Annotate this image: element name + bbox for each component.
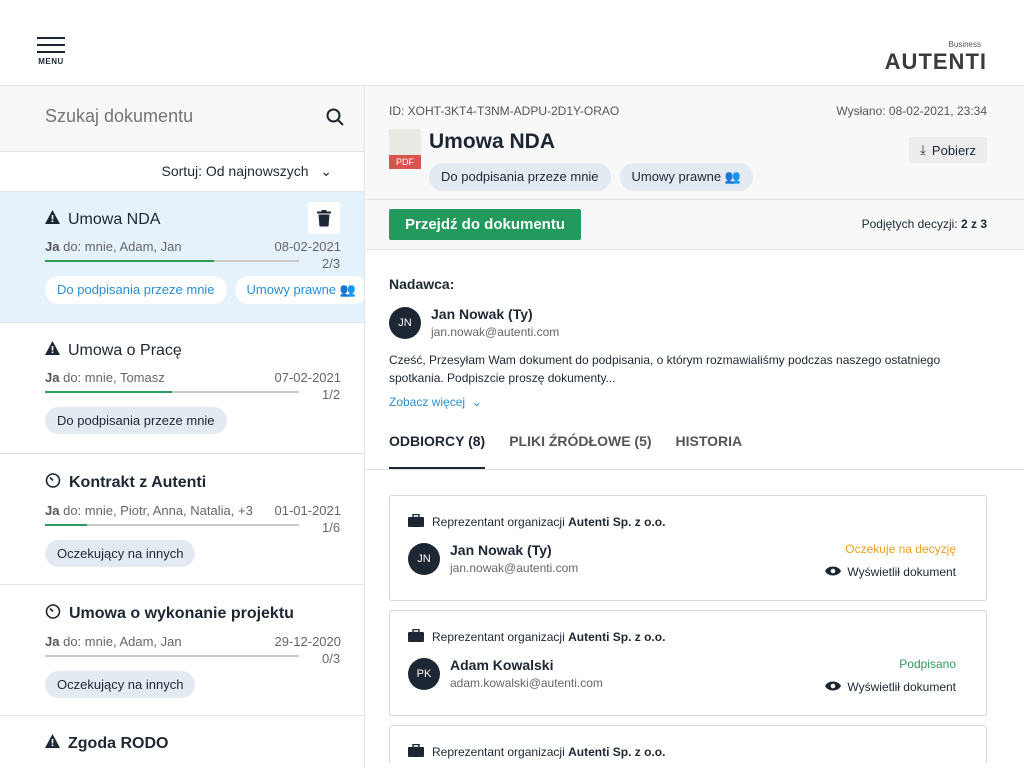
tag-label: Umowy prawne — [631, 169, 722, 184]
sort-dropdown[interactable]: Sortuj: Od najnowszych ⌄ — [0, 152, 364, 192]
document-title: Kontrakt z Autenti — [69, 473, 207, 491]
warning-icon — [45, 341, 60, 360]
document-list-item[interactable]: Zgoda RODO — [0, 716, 364, 768]
sort-label: Sortuj: Od najnowszych — [161, 163, 309, 179]
tag-chip[interactable]: Do podpisania przeze mnie — [45, 407, 227, 434]
tag-chip[interactable]: Do podpisania przeze mnie — [429, 163, 611, 191]
briefcase-icon — [408, 743, 424, 760]
recipient-card: Reprezentant organizacji Autenti Sp. z o… — [389, 495, 987, 601]
progress-count: 1/6 — [322, 520, 341, 535]
decisions-count: Podjętych decyzji: 2 z 3 — [861, 217, 987, 231]
document-title: Umowa o wykonanie projektu — [69, 604, 294, 622]
tab-recipients[interactable]: ODBIORCY (8) — [389, 431, 486, 469]
eye-icon — [825, 565, 842, 579]
document-title: Umowa NDA — [429, 130, 556, 153]
eye-icon — [825, 680, 842, 694]
recipients: Ja do: mnie, Adam, Jan — [45, 239, 182, 254]
warning-icon — [45, 734, 60, 753]
recipient-card: Reprezentant organizacji Autenti Sp. z o… — [389, 610, 987, 716]
autenti-logo: Business AUTENTI — [885, 40, 987, 75]
logo-name: AUTENTI — [884, 49, 987, 74]
recipients: Ja do: mnie, Tomasz — [45, 370, 165, 385]
briefcase-icon — [408, 628, 424, 645]
document-detail: ID: XOHT-3KT4-T3NM-ADPU-2D1Y-ORAO Wysłan… — [366, 86, 1024, 768]
document-list-item[interactable]: Umowa NDA Ja do: mnie, Adam, Jan 08-02-202… — [0, 192, 364, 323]
document-date: 08-02-2021 — [274, 239, 342, 254]
document-title: Umowa o Pracę — [68, 341, 182, 359]
document-list-panel: Sortuj: Od najnowszych ⌄ Umowa NDA Ja do:… — [0, 86, 365, 768]
organization: Reprezentant organizacji Autenti Sp. z o… — [408, 628, 968, 645]
sender-section: Nadawca: JN Jan Nowak (Ty) jan.nowak@aute… — [366, 250, 1024, 411]
progress-bar — [45, 524, 299, 526]
recipient-name: Jan Nowak (Ty) — [450, 542, 552, 558]
tag-chip[interactable]: Oczekujący na innych — [45, 540, 196, 567]
sender-message: Cześć, Przesyłam Wam dokument do podpisa… — [389, 353, 941, 385]
sender-email: jan.nowak@autenti.com — [431, 325, 560, 339]
progress-bar — [45, 260, 299, 262]
timer-icon — [45, 472, 61, 493]
recipient-status: Podpisano — [899, 657, 956, 671]
document-date: 07-02-2021 — [274, 370, 342, 385]
organization: Reprezentant organizacji Autenti Sp. z o… — [408, 743, 968, 760]
delete-button[interactable] — [308, 202, 340, 234]
warning-icon — [45, 210, 60, 229]
document-title: Umowa NDA — [68, 210, 161, 228]
users-icon: 👥 — [724, 169, 741, 184]
document-date: 01-01-2021 — [274, 503, 342, 518]
recipient-name: Adam Kowalski — [450, 657, 554, 673]
download-label: Pobierz — [931, 142, 976, 158]
open-document-button[interactable]: Przejdź do dokumentu — [389, 209, 582, 240]
tab-source-files[interactable]: PLIKI ŹRÓDŁOWE (5) — [509, 433, 652, 449]
timer-icon — [45, 603, 61, 624]
sender-name: Jan Nowak (Ty) — [431, 306, 533, 322]
tag-chip[interactable]: Umowy prawne 👥 — [619, 163, 753, 191]
see-more-link[interactable]: Zobacz więcej ⌄ — [389, 395, 482, 409]
file-type: PDF — [389, 155, 421, 169]
document-list-item[interactable]: Umowa o Pracę Ja do: mnie, Tomasz 07-02-20… — [0, 323, 364, 454]
recipients: Ja do: mnie, Adam, Jan — [45, 634, 182, 649]
viewed-status: Wyświetlił dokument — [825, 680, 956, 694]
sender-label: Nadawca: — [389, 276, 455, 292]
menu-label: MENU — [38, 57, 64, 66]
search-icon[interactable] — [326, 108, 344, 131]
download-button[interactable]: ⤓ Pobierz — [909, 137, 987, 163]
briefcase-icon — [408, 513, 424, 530]
document-id: ID: XOHT-3KT4-T3NM-ADPU-2D1Y-ORAO — [389, 104, 620, 118]
detail-tabs: ODBIORCY (8) PLIKI ŹRÓDŁOWE (5) HISTORIA — [366, 431, 1024, 470]
download-icon: ⤓ — [920, 142, 926, 157]
avatar: JN — [389, 306, 421, 339]
progress-bar — [45, 391, 299, 393]
recipient-status: Oczekuje na decyzję — [845, 542, 956, 556]
progress-count: 1/2 — [322, 387, 341, 402]
organization: Reprezentant organizacji Autenti Sp. z o… — [408, 513, 968, 530]
viewed-status: Wyświetlił dokument — [825, 565, 956, 579]
tag-chip[interactable]: Do podpisania przeze mnie — [45, 276, 227, 304]
progress-count: 2/3 — [322, 256, 341, 271]
tag-chip[interactable]: Umowy prawne 👥 — [234, 276, 364, 304]
document-date: 29-12-2020 — [274, 634, 342, 649]
tab-history[interactable]: HISTORIA — [675, 433, 743, 449]
menu-button[interactable]: MENU — [37, 37, 65, 66]
users-icon: 👥 — [339, 282, 356, 297]
recipient-email: jan.nowak@autenti.com — [450, 561, 579, 575]
sent-date: Wysłano: 08-02-2021, 23:34 — [836, 104, 987, 118]
chevron-down-icon: ⌄ — [320, 163, 332, 179]
document-list-item[interactable]: Umowa o wykonanie projektu Ja do: mnie, A… — [0, 585, 364, 716]
search-bar — [0, 86, 364, 152]
avatar: JN — [408, 542, 440, 575]
pdf-file-icon: PDF — [389, 129, 421, 169]
recipient-card: Reprezentant organizacji Autenti Sp. z o… — [389, 725, 987, 763]
document-list-item[interactable]: Kontrakt z Autenti Ja do: mnie, Piotr, An… — [0, 454, 364, 585]
search-input[interactable] — [45, 106, 305, 127]
trash-icon — [317, 209, 331, 226]
progress-count: 0/3 — [322, 651, 341, 666]
tag-chip[interactable]: Oczekujący na innych — [45, 671, 196, 698]
document-title: Zgoda RODO — [68, 734, 169, 752]
logo-sub: Business — [948, 40, 981, 49]
avatar: PK — [408, 657, 440, 690]
app-header: MENU Business AUTENTI — [0, 0, 1024, 86]
progress-bar — [45, 655, 299, 657]
recipients: Ja do: mnie, Piotr, Anna, Natalia, +3 — [45, 503, 253, 518]
recipient-email: adam.kowalski@autenti.com — [450, 676, 603, 690]
